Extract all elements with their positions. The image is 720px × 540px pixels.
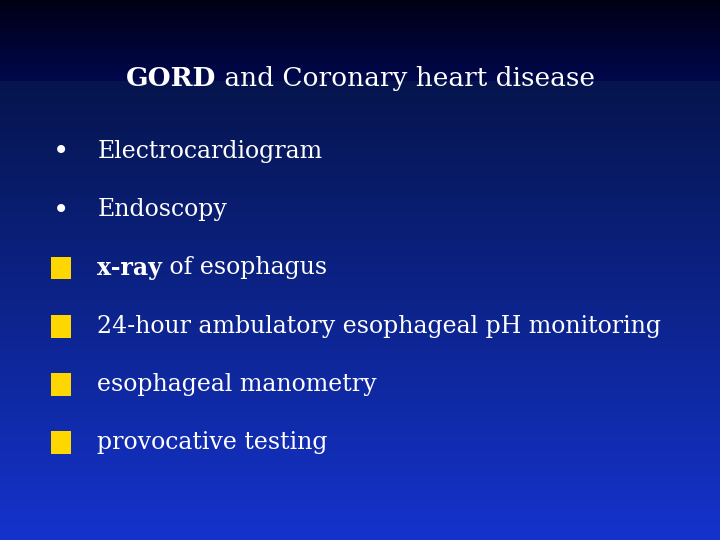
- Text: Electrocardiogram: Electrocardiogram: [97, 140, 323, 163]
- Text: and Coronary heart disease: and Coronary heart disease: [217, 66, 595, 91]
- Text: Endoscopy: Endoscopy: [97, 198, 227, 221]
- Text: GORD: GORD: [126, 66, 217, 91]
- Bar: [51, 256, 71, 279]
- Bar: [51, 315, 71, 338]
- Text: •: •: [53, 137, 69, 165]
- Text: x-ray: x-ray: [97, 256, 162, 280]
- Bar: [51, 373, 71, 396]
- Text: •: •: [53, 195, 69, 224]
- Text: of esophagus: of esophagus: [162, 256, 327, 279]
- Text: provocative testing: provocative testing: [97, 431, 328, 454]
- Bar: [51, 431, 71, 454]
- Text: esophageal manometry: esophageal manometry: [97, 373, 377, 396]
- Text: 24-hour ambulatory esophageal pH monitoring: 24-hour ambulatory esophageal pH monitor…: [97, 315, 661, 338]
